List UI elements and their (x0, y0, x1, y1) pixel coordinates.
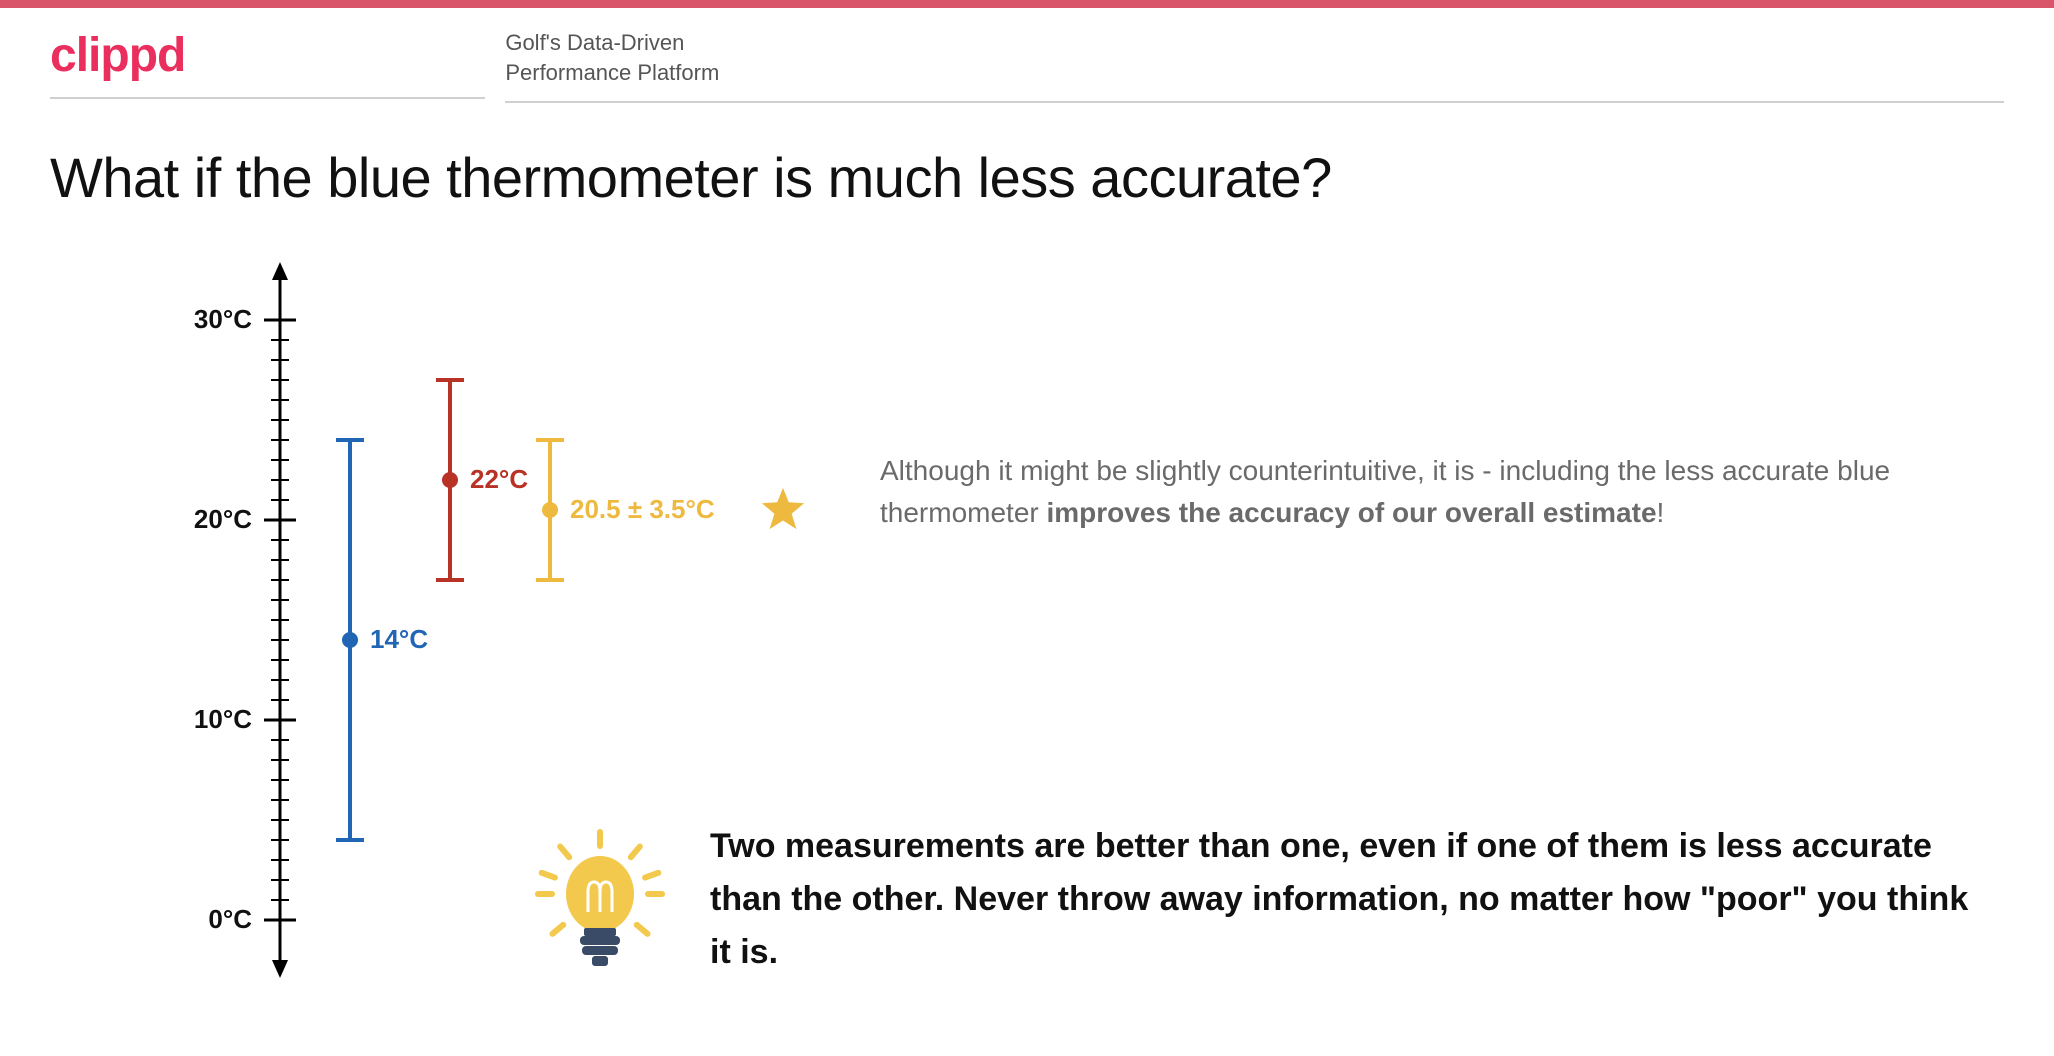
takeaway-text: Two measurements are better than one, ev… (710, 820, 1970, 978)
star-icon (760, 486, 806, 537)
header: clippd Golf's Data-Driven Performance Pl… (0, 8, 2054, 115)
content-area: 0°C 10°C 20°C 30°C 14°C 22°C 20.5 ± 3.5°C Alth… (0, 220, 2054, 1020)
axis-tick-label: 0°C (208, 904, 252, 935)
tagline-line2: Performance Platform (505, 58, 2004, 88)
axis-tick-label: 10°C (194, 704, 252, 735)
brand-logo: clippd (50, 28, 485, 99)
series-label-yellow: 20.5 ± 3.5°C (570, 494, 715, 525)
series-label-blue: 14°C (370, 624, 428, 655)
axis-tick-label: 20°C (194, 504, 252, 535)
explanation-text: Although it might be slightly counterint… (880, 450, 1960, 534)
axis-tick-label: 30°C (194, 304, 252, 335)
top-accent-bar (0, 0, 2054, 8)
series-label-red: 22°C (470, 464, 528, 495)
lightbulb-icon (530, 824, 670, 974)
explain-suffix: ! (1657, 497, 1665, 528)
tagline-wrap: Golf's Data-Driven Performance Platform (505, 28, 2004, 103)
explain-bold: improves the accuracy of our overall est… (1047, 497, 1657, 528)
takeaway-block: Two measurements are better than one, ev… (530, 820, 1970, 978)
tagline-line1: Golf's Data-Driven (505, 28, 2004, 58)
page-title: What if the blue thermometer is much les… (0, 115, 2054, 220)
